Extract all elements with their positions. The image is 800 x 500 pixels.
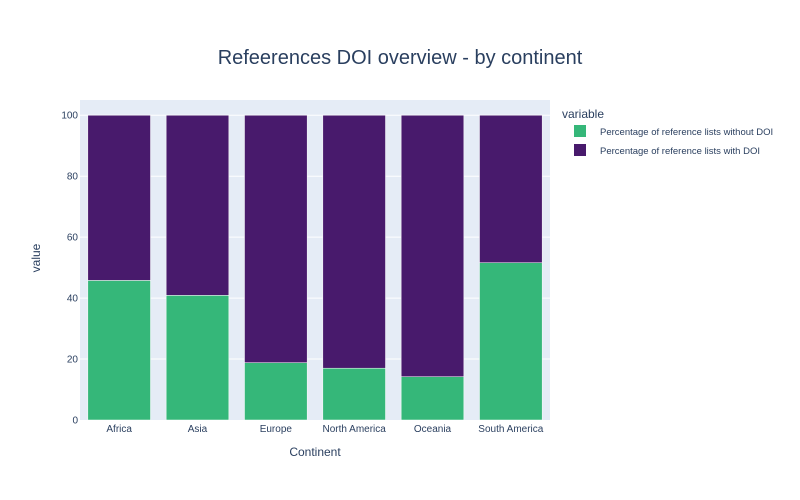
legend-title: variable bbox=[562, 107, 604, 121]
plot-area bbox=[80, 100, 550, 420]
x-tick-label: South America bbox=[478, 424, 543, 435]
bar-segment-without-doi[interactable] bbox=[87, 280, 151, 421]
x-axis-ticks: Africa Asia Europe North America Oceania Sout… bbox=[106, 424, 543, 435]
y-axis-ticks: 0 20 40 60 80 100 bbox=[61, 111, 78, 427]
legend-swatch[interactable] bbox=[574, 125, 586, 137]
legend-item-label[interactable]: Percentage of reference lists with DOI bbox=[600, 146, 760, 157]
x-tick-label: Oceania bbox=[414, 424, 452, 435]
y-tick-label: 100 bbox=[61, 111, 78, 122]
bar-segment-without-doi[interactable] bbox=[479, 262, 543, 421]
legend-swatch[interactable] bbox=[574, 144, 586, 156]
bar-segment-with-doi[interactable] bbox=[400, 114, 465, 377]
chart-title: Refeerences DOI overview - by continent bbox=[218, 47, 583, 69]
x-tick-label: North America bbox=[322, 424, 386, 435]
x-tick-label: Africa bbox=[106, 424, 132, 435]
y-tick-label: 0 bbox=[72, 416, 78, 427]
bar-segment-with-doi[interactable] bbox=[165, 114, 230, 296]
gridlines bbox=[80, 114, 550, 360]
bar-segment-with-doi[interactable] bbox=[244, 114, 308, 363]
y-tick-label: 20 bbox=[67, 355, 79, 366]
legend-item-label[interactable]: Percentage of reference lists without DO… bbox=[600, 127, 773, 138]
y-tick-label: 40 bbox=[67, 294, 79, 305]
bar-segment-without-doi[interactable] bbox=[322, 367, 386, 421]
x-tick-label: Asia bbox=[188, 424, 208, 435]
y-axis-label: value bbox=[29, 243, 43, 272]
x-axis-label: Continent bbox=[289, 445, 341, 459]
bar-segment-with-doi[interactable] bbox=[87, 114, 151, 281]
bar-segment-with-doi[interactable] bbox=[479, 114, 543, 263]
bar-segment-without-doi[interactable] bbox=[165, 295, 230, 421]
x-tick-label: Europe bbox=[260, 424, 293, 435]
y-tick-label: 60 bbox=[67, 233, 79, 244]
legend: variable Percentage of reference lists w… bbox=[562, 107, 773, 157]
bar-segment-without-doi[interactable] bbox=[400, 376, 465, 421]
bar-segment-without-doi[interactable] bbox=[244, 362, 308, 421]
bars bbox=[87, 114, 543, 421]
bar-segment-with-doi[interactable] bbox=[322, 114, 386, 369]
y-tick-label: 80 bbox=[67, 172, 79, 183]
